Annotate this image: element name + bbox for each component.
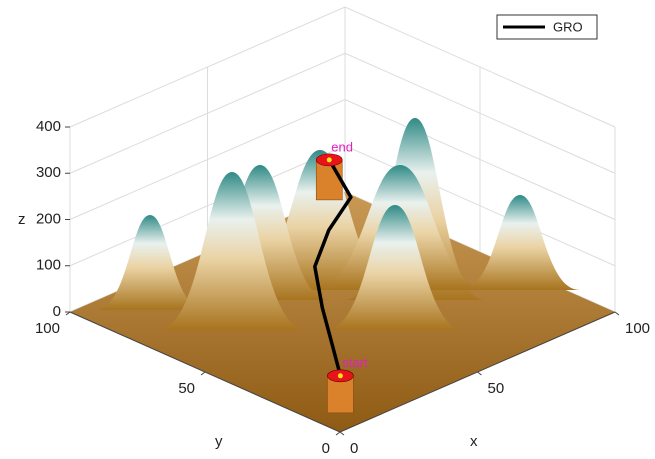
legend: GRO xyxy=(497,15,597,39)
x-tick-label: 50 xyxy=(488,380,505,397)
y-tick xyxy=(336,432,340,435)
y-tick xyxy=(201,372,205,375)
z-tick-label: 100 xyxy=(36,257,61,274)
z-tick-label: 300 xyxy=(36,164,61,181)
legend-label: GRO xyxy=(553,19,583,34)
z-tick-label: 0 xyxy=(53,303,61,320)
chart: 0100200300400050100050100startend z y x … xyxy=(0,0,655,459)
annotation-label: start xyxy=(342,355,368,370)
x-tick-label: 0 xyxy=(350,440,358,457)
y-axis-label: y xyxy=(215,433,223,450)
z-tick-label: 200 xyxy=(36,210,61,227)
y-tick-label: 50 xyxy=(178,380,195,397)
y-tick-label: 0 xyxy=(322,440,330,457)
y-tick-label: 100 xyxy=(35,320,60,337)
z-tick-label: 400 xyxy=(36,118,61,135)
marker-center xyxy=(338,373,343,378)
grid-line xyxy=(70,53,615,173)
x-tick xyxy=(615,312,619,315)
marker-center xyxy=(327,157,332,162)
x-axis-label: x xyxy=(470,433,478,450)
x-tick xyxy=(478,372,482,375)
z-axis-label: z xyxy=(18,211,26,228)
x-tick-label: 100 xyxy=(625,320,650,337)
x-tick xyxy=(340,432,344,435)
annotation-label: end xyxy=(331,139,353,154)
